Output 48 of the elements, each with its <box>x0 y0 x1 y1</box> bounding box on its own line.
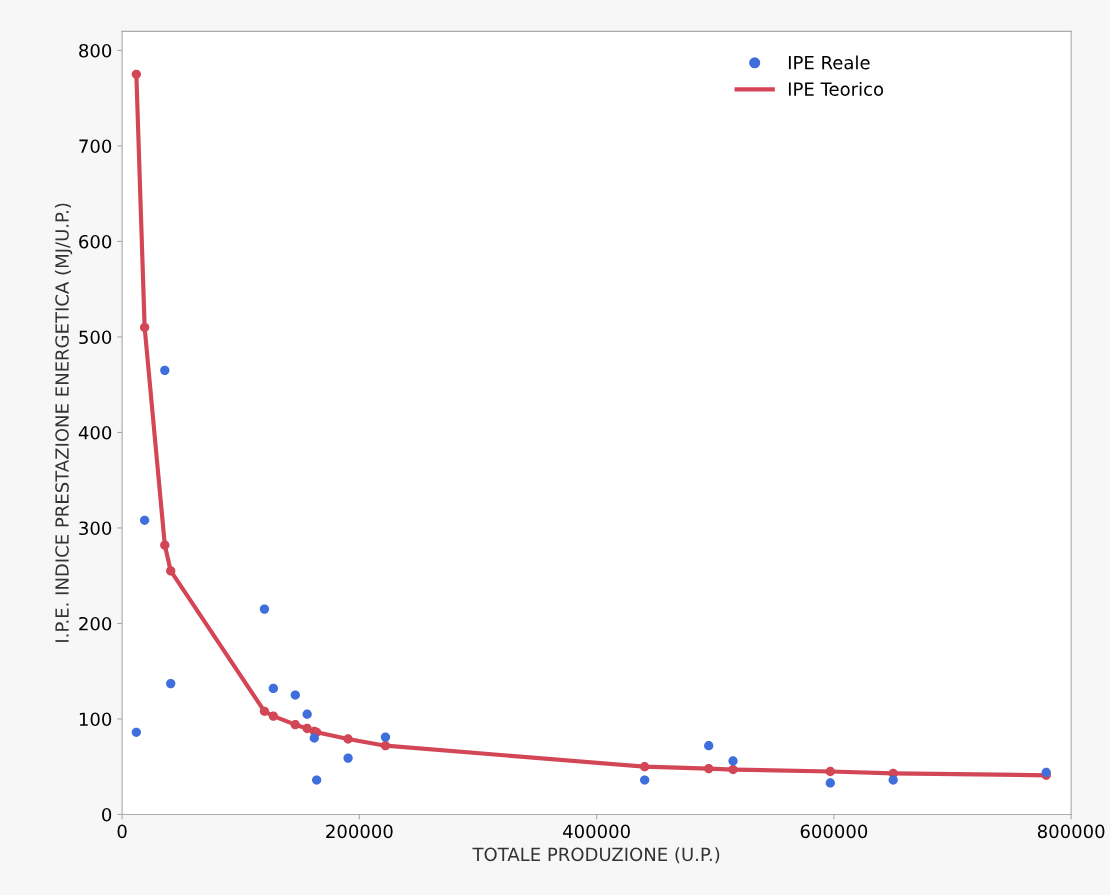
x-tick-label: 200000 <box>326 824 393 839</box>
y-tick-label: 700 <box>79 139 112 154</box>
point <box>302 709 312 719</box>
point <box>825 778 835 788</box>
point <box>312 775 322 785</box>
y-tick-label: 500 <box>79 330 112 345</box>
point <box>704 763 714 774</box>
y-tick-label: 600 <box>79 234 112 249</box>
point <box>640 775 650 785</box>
x-tick-label: 0 <box>117 824 127 839</box>
y-tick-label: 800 <box>79 43 112 58</box>
point <box>268 711 279 721</box>
point <box>160 540 170 550</box>
point <box>139 515 150 525</box>
point <box>343 753 353 763</box>
y-tick-label: 0 <box>102 807 112 822</box>
x-tick-label: 600000 <box>800 824 868 839</box>
y-tick-label: 300 <box>79 521 112 536</box>
point <box>259 604 270 614</box>
point <box>728 756 738 766</box>
legend-label: IPE Reale <box>788 55 870 70</box>
x-axis-title: TOTALE PRODUZIONE (U.P.) <box>472 847 720 864</box>
y-axis-title: I.P.E. INDICE PRESTAZIONE ENERGETICA (MJ/U.P.) <box>54 203 73 642</box>
y-tick-label: 100 <box>79 712 112 727</box>
point <box>343 734 353 744</box>
point <box>290 720 300 730</box>
point <box>131 69 141 79</box>
point <box>704 741 714 751</box>
point <box>259 706 270 716</box>
point <box>888 775 898 785</box>
point <box>131 727 141 737</box>
y-tick-label: 400 <box>78 425 112 440</box>
point <box>309 733 319 743</box>
x-tick-label: 400000 <box>563 824 630 839</box>
x-tick-label: 800000 <box>1037 824 1105 839</box>
point <box>380 732 391 742</box>
point <box>728 764 738 775</box>
point <box>160 365 170 376</box>
point <box>825 766 835 777</box>
legend-label: IPE Teorico <box>788 81 884 96</box>
point <box>139 322 150 333</box>
point <box>290 690 300 700</box>
point <box>380 741 391 751</box>
point <box>640 762 650 772</box>
y-tick-label: 200 <box>79 616 112 631</box>
point <box>166 566 176 576</box>
point <box>166 678 176 689</box>
point <box>268 683 279 694</box>
